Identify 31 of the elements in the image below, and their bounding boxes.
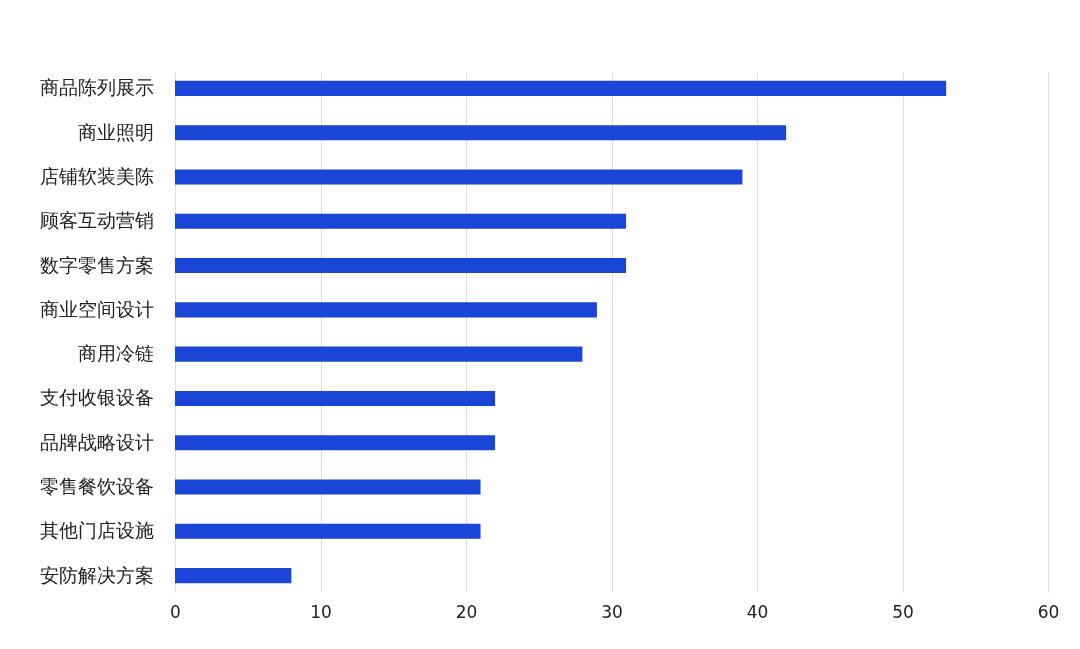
bar bbox=[175, 479, 481, 495]
bar bbox=[175, 80, 947, 96]
y-tick-label: 安防解决方案 bbox=[39, 563, 154, 586]
bar bbox=[175, 169, 743, 185]
bar bbox=[175, 302, 597, 318]
x-tick-label: 40 bbox=[746, 601, 769, 622]
y-tick-label: 商业照明 bbox=[77, 120, 154, 143]
y-tick-label: 顾客互动营销 bbox=[39, 209, 154, 232]
y-tick-label: 品牌战略设计 bbox=[39, 430, 154, 453]
x-tick-label: 0 bbox=[170, 601, 181, 622]
y-tick-label: 数字零售方案 bbox=[39, 253, 154, 276]
bar bbox=[175, 390, 496, 406]
bar bbox=[175, 125, 787, 141]
x-tick-label: 30 bbox=[601, 601, 623, 622]
y-tick-label: 零售餐饮设备 bbox=[39, 475, 154, 498]
y-tick-label: 商品陈列展示 bbox=[39, 76, 154, 99]
x-tick-label: 10 bbox=[310, 601, 332, 622]
bar bbox=[175, 568, 292, 584]
bar bbox=[175, 213, 627, 229]
x-tick-label: 60 bbox=[1037, 601, 1060, 622]
bar bbox=[175, 523, 481, 539]
bar bbox=[175, 435, 496, 451]
x-tick-label: 50 bbox=[892, 601, 914, 622]
y-tick-label: 店铺软装美陈 bbox=[39, 164, 154, 187]
bar bbox=[175, 258, 627, 274]
y-tick-label: 商用冷链 bbox=[77, 342, 154, 365]
bar bbox=[175, 346, 583, 362]
x-tick-label: 20 bbox=[455, 601, 478, 622]
y-tick-label: 支付收银设备 bbox=[39, 386, 154, 409]
y-tick-label: 商业空间设计 bbox=[39, 297, 154, 320]
y-tick-label: 其他门店设施 bbox=[39, 519, 154, 542]
